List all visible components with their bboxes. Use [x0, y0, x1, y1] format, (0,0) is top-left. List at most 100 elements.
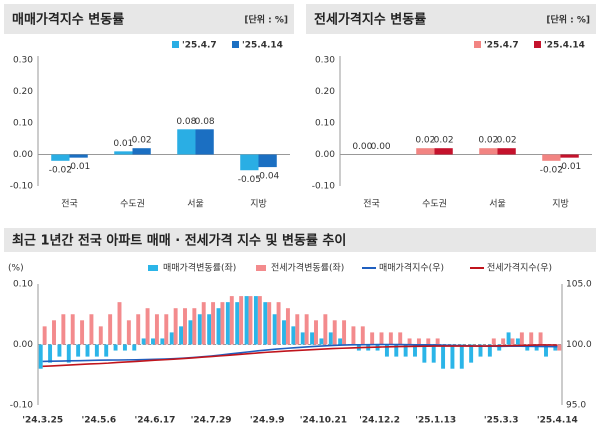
bar — [179, 326, 184, 345]
bar — [291, 326, 296, 345]
bar — [328, 332, 333, 345]
chart-title: 전세가격지수 변동률 — [314, 12, 426, 28]
bar — [160, 338, 165, 345]
x-tick-label: '25.4.14 — [537, 416, 578, 426]
bar — [207, 314, 212, 345]
bar — [154, 314, 159, 345]
y-tick-label: 100.0 — [566, 340, 592, 350]
bar — [126, 320, 131, 345]
data-label: 0.02 — [434, 136, 454, 146]
y-tick-label: 95.0 — [566, 401, 586, 411]
bar — [48, 344, 53, 363]
bar — [229, 296, 234, 345]
bar — [57, 344, 62, 357]
bar — [403, 344, 408, 357]
bar — [342, 320, 347, 345]
y-tick-label: -0.10 — [312, 182, 336, 192]
chart-title: 매매가격지수 변동률 — [12, 13, 124, 28]
x-tick-label: '24.10.21 — [300, 416, 347, 426]
bar — [263, 302, 268, 345]
legend-swatch — [172, 41, 179, 48]
unit-label: [단위 : %] — [546, 14, 590, 26]
bar — [272, 314, 277, 345]
bar — [529, 332, 534, 345]
bar — [310, 332, 315, 345]
bar — [52, 320, 56, 345]
bar — [169, 332, 174, 345]
legend-label: '25.4.14 — [544, 41, 585, 51]
bar — [51, 154, 70, 161]
bar — [216, 308, 221, 345]
bar — [544, 344, 548, 357]
bar — [177, 129, 196, 155]
bar — [295, 314, 300, 345]
bar — [542, 154, 561, 161]
y-tick-label: -0.10 — [10, 401, 34, 411]
bar — [314, 320, 318, 345]
legend-swatch — [534, 41, 541, 48]
bar — [188, 320, 193, 345]
bar — [398, 332, 403, 345]
bar — [38, 344, 43, 369]
y-tick-label: 0.20 — [315, 87, 335, 97]
bar — [211, 302, 216, 345]
y-tick-label: 0.00 — [13, 150, 33, 160]
bar — [300, 332, 305, 345]
bar — [132, 344, 137, 351]
bar — [557, 344, 562, 351]
bar — [114, 151, 133, 155]
y-tick-label: 0.00 — [13, 340, 33, 350]
panel-header — [306, 4, 596, 34]
legend-label: 매매가격지수(우) — [379, 262, 444, 274]
y-tick-label: 0.00 — [315, 150, 335, 160]
data-label: -0.04 — [256, 172, 280, 182]
y-tick-label: 0.10 — [13, 119, 33, 129]
x-tick-label: '24.5.6 — [81, 416, 116, 426]
x-tick-label: 지방 — [250, 199, 267, 210]
data-label: 0.02 — [415, 136, 435, 146]
y-tick-label: 105.0 — [566, 280, 592, 290]
bar — [195, 129, 214, 155]
bar — [201, 302, 206, 345]
bar — [282, 320, 286, 345]
legend-label: '25.4.7 — [484, 41, 519, 51]
bar — [370, 332, 375, 345]
bar — [122, 344, 127, 351]
bar — [479, 148, 498, 155]
bar — [225, 302, 230, 345]
legend-label: 매매가격변동률(좌) — [163, 262, 236, 274]
chart-title: 최근 1년간 전국 아파트 매매 · 전세가격 지수 및 변동률 추이 — [12, 233, 346, 249]
y-tick-label: 0.10 — [13, 280, 33, 290]
x-tick-label: 전국 — [61, 199, 78, 210]
bar — [248, 296, 253, 345]
x-tick-label: 수도권 — [422, 198, 447, 210]
data-label: 0.02 — [132, 136, 152, 146]
bar — [244, 296, 249, 345]
bar — [510, 338, 515, 345]
bar — [117, 302, 122, 345]
bar — [113, 344, 118, 351]
bar — [497, 148, 516, 155]
bar — [426, 338, 431, 345]
data-label: 0.00 — [352, 142, 372, 152]
bar — [240, 154, 259, 171]
line — [42, 344, 558, 368]
legend-label: '25.4.14 — [242, 41, 283, 51]
bar — [519, 332, 524, 345]
bar — [491, 338, 496, 345]
bar — [304, 314, 309, 345]
bar — [478, 344, 483, 357]
bar — [323, 314, 328, 345]
bar — [267, 302, 272, 345]
bar — [61, 314, 66, 345]
bar — [220, 302, 225, 345]
x-tick-label: 서울 — [489, 199, 506, 210]
bar — [192, 308, 197, 345]
data-label: -0.05 — [238, 175, 261, 185]
bar — [108, 314, 113, 345]
bar — [351, 326, 356, 345]
bar — [319, 338, 324, 345]
bar — [173, 308, 178, 345]
bar — [560, 154, 579, 158]
